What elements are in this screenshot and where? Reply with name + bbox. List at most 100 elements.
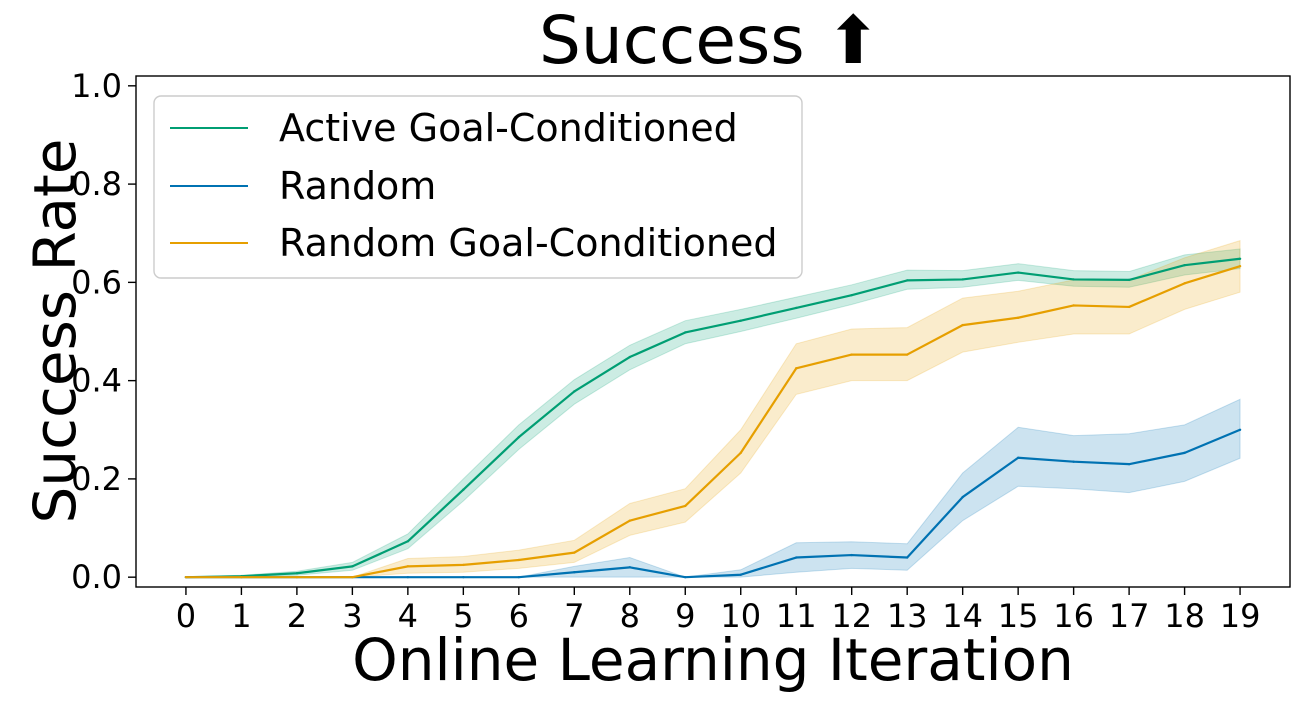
y-tick-label: 0.2 xyxy=(71,460,122,498)
point-active-goal-conditioned-5 xyxy=(462,488,465,491)
legend-label-random-goal-conditioned: Random Goal-Conditioned xyxy=(279,221,778,265)
point-random-10 xyxy=(739,573,742,576)
point-random-4 xyxy=(406,575,410,579)
point-active-goal-conditioned-19 xyxy=(1238,257,1242,260)
y-axis-label: Success Rate xyxy=(21,139,89,524)
line-active-goal-conditioned xyxy=(185,257,1241,579)
point-random-6 xyxy=(517,575,521,579)
line-random-goal-conditioned xyxy=(185,265,1241,579)
x-tick-label: 6 xyxy=(509,597,529,635)
band-random-goal-conditioned xyxy=(185,239,1241,578)
point-random-goal-conditioned-1 xyxy=(240,575,243,579)
point-random-goal-conditioned-9 xyxy=(684,504,687,508)
point-random-goal-conditioned-3 xyxy=(351,575,354,579)
point-random-goal-conditioned-13 xyxy=(905,353,909,356)
point-random-8 xyxy=(628,566,631,569)
point-random-17 xyxy=(1127,462,1131,466)
point-active-goal-conditioned-6 xyxy=(517,435,521,439)
point-active-goal-conditioned-3 xyxy=(351,565,354,568)
x-tick-label: 0 xyxy=(176,597,196,635)
legend-box xyxy=(153,95,803,279)
legend: Active Goal-Conditioned Random Random Go… xyxy=(153,95,803,279)
x-tick-label: 11 xyxy=(776,597,817,635)
point-random-goal-conditioned-5 xyxy=(462,563,465,567)
point-random-goal-conditioned-19 xyxy=(1238,264,1242,268)
x-tick-label: 10 xyxy=(720,597,761,635)
point-random-5 xyxy=(462,575,465,579)
plot-area-frame xyxy=(135,75,1291,588)
point-active-goal-conditioned-4 xyxy=(406,540,410,543)
point-random-14 xyxy=(961,495,964,499)
x-axis: 0 1 2 3 4 5 6 7 8 9 10 11 12 13 14 15 16 17 18 19 xyxy=(176,587,1261,635)
y-tick-label: 0.4 xyxy=(71,362,122,400)
y-tick-label: 0.0 xyxy=(71,558,122,596)
x-tick-label: 18 xyxy=(1164,597,1205,635)
point-random-goal-conditioned-18 xyxy=(1183,282,1186,285)
point-active-goal-conditioned-16 xyxy=(1072,278,1075,281)
point-random-15 xyxy=(1016,456,1020,459)
x-tick-label: 4 xyxy=(398,597,418,635)
point-active-goal-conditioned-2 xyxy=(295,572,299,575)
series-random-goal-conditioned xyxy=(184,264,1242,579)
chart-title: Success ⬆ xyxy=(539,2,881,79)
point-random-goal-conditioned-17 xyxy=(1127,305,1131,309)
point-random-goal-conditioned-8 xyxy=(628,519,631,522)
x-tick-label: 14 xyxy=(942,597,983,635)
y-tick-label: 0.6 xyxy=(71,263,122,301)
x-tick-label: 16 xyxy=(1053,597,1094,635)
point-active-goal-conditioned-17 xyxy=(1127,278,1131,282)
confidence-bands xyxy=(185,239,1241,578)
line-random xyxy=(185,428,1241,579)
point-random-goal-conditioned-16 xyxy=(1072,304,1075,307)
point-random-goal-conditioned-12 xyxy=(850,353,853,356)
x-tick-label: 17 xyxy=(1109,597,1150,635)
x-tick-label: 7 xyxy=(564,597,584,635)
x-tick-label: 13 xyxy=(887,597,928,635)
series-lines xyxy=(184,257,1242,579)
point-random-goal-conditioned-2 xyxy=(295,575,299,579)
point-random-goal-conditioned-10 xyxy=(739,451,742,455)
point-random-7 xyxy=(573,571,576,574)
legend-item-random-goal-conditioned: Random Goal-Conditioned xyxy=(170,221,778,265)
point-random-19 xyxy=(1238,428,1242,431)
legend-label-random: Random xyxy=(279,164,436,208)
point-active-goal-conditioned-18 xyxy=(1183,263,1186,267)
point-random-goal-conditioned-4 xyxy=(406,565,410,568)
x-tick-label: 8 xyxy=(620,597,640,635)
point-random-11 xyxy=(795,556,798,559)
point-random-16 xyxy=(1072,460,1075,463)
point-random-goal-conditioned-11 xyxy=(795,367,798,370)
point-random-18 xyxy=(1183,451,1186,455)
point-random-goal-conditioned-15 xyxy=(1016,316,1020,319)
point-random-13 xyxy=(905,556,909,559)
point-random-goal-conditioned-0 xyxy=(184,575,188,579)
point-active-goal-conditioned-13 xyxy=(905,279,909,282)
point-active-goal-conditioned-11 xyxy=(795,306,798,310)
x-tick-label: 5 xyxy=(453,597,473,635)
x-tick-label: 12 xyxy=(831,597,872,635)
y-tick-label: 0.8 xyxy=(71,165,122,203)
y-axis: 0.0 0.2 0.4 0.6 0.8 1.0 xyxy=(71,67,136,596)
x-tick-label: 3 xyxy=(342,597,362,635)
point-random-goal-conditioned-7 xyxy=(573,551,576,554)
legend-item-active-goal-conditioned: Active Goal-Conditioned xyxy=(170,106,738,150)
x-tick-label: 2 xyxy=(287,597,307,635)
point-active-goal-conditioned-8 xyxy=(628,355,631,359)
legend-item-random: Random xyxy=(170,164,436,208)
x-tick-label: 1 xyxy=(231,597,251,635)
point-random-12 xyxy=(850,553,853,557)
point-active-goal-conditioned-12 xyxy=(850,293,853,297)
point-active-goal-conditioned-7 xyxy=(573,390,576,393)
point-random-9 xyxy=(684,575,687,579)
point-random-goal-conditioned-6 xyxy=(517,558,521,562)
legend-label-active-goal-conditioned: Active Goal-Conditioned xyxy=(279,106,738,150)
x-axis-label: Online Learning Iteration xyxy=(352,626,1074,694)
x-tick-label: 19 xyxy=(1220,597,1261,635)
point-active-goal-conditioned-9 xyxy=(684,331,687,334)
x-tick-label: 15 xyxy=(998,597,1039,635)
point-active-goal-conditioned-10 xyxy=(739,319,742,322)
y-tick-label: 1.0 xyxy=(71,67,122,105)
point-active-goal-conditioned-15 xyxy=(1016,271,1020,274)
